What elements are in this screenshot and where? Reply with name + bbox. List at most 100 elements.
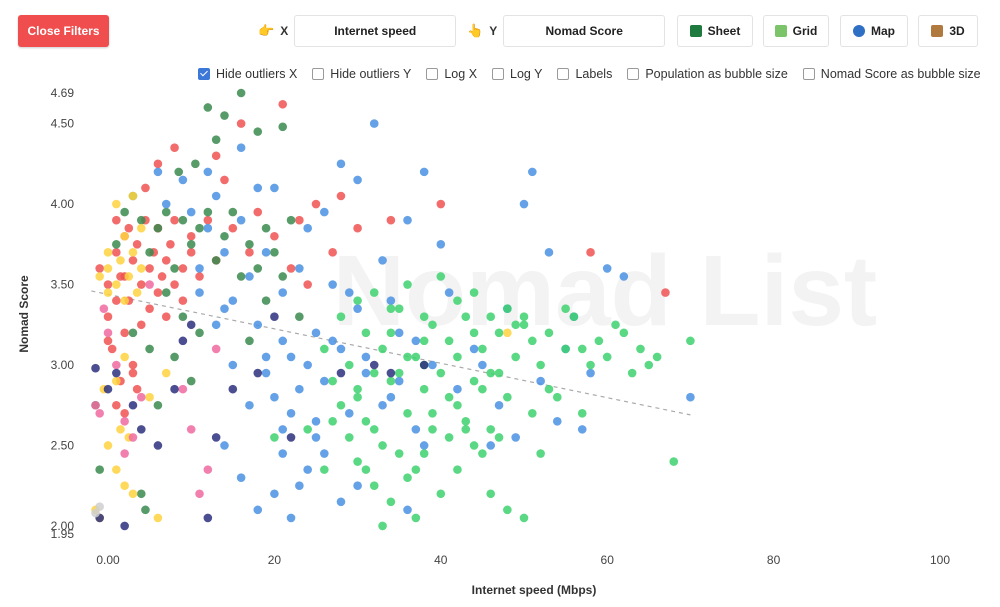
data-point[interactable] bbox=[453, 384, 462, 394]
data-point[interactable] bbox=[278, 272, 288, 281]
data-point[interactable] bbox=[344, 288, 354, 297]
data-point[interactable] bbox=[95, 502, 104, 511]
data-point[interactable] bbox=[153, 159, 163, 169]
data-point[interactable] bbox=[132, 239, 142, 249]
data-point[interactable] bbox=[369, 425, 379, 434]
map-button[interactable]: Map bbox=[840, 15, 908, 47]
data-point[interactable] bbox=[353, 175, 362, 185]
data-point[interactable] bbox=[261, 352, 271, 362]
data-point[interactable] bbox=[270, 312, 279, 322]
data-point[interactable] bbox=[561, 304, 570, 313]
data-point[interactable] bbox=[686, 392, 695, 402]
data-point[interactable] bbox=[186, 376, 196, 386]
data-point[interactable] bbox=[469, 441, 479, 450]
data-point[interactable] bbox=[120, 352, 129, 362]
data-point[interactable] bbox=[253, 183, 263, 193]
toggle-labels[interactable]: Labels bbox=[557, 67, 612, 81]
data-point[interactable] bbox=[419, 336, 429, 346]
data-point[interactable] bbox=[136, 489, 146, 499]
data-point[interactable] bbox=[186, 320, 196, 330]
data-point[interactable] bbox=[378, 344, 387, 354]
data-point[interactable] bbox=[303, 425, 312, 434]
data-point[interactable] bbox=[486, 368, 496, 378]
data-point[interactable] bbox=[386, 296, 396, 305]
data-point[interactable] bbox=[178, 296, 188, 305]
data-point[interactable] bbox=[136, 425, 146, 434]
data-point[interactable] bbox=[186, 239, 196, 249]
data-point[interactable] bbox=[186, 248, 196, 257]
data-point[interactable] bbox=[519, 320, 529, 330]
data-point[interactable] bbox=[428, 425, 437, 434]
data-point[interactable] bbox=[511, 320, 520, 330]
data-point[interactable] bbox=[286, 408, 296, 418]
data-point[interactable] bbox=[145, 280, 154, 289]
data-point[interactable] bbox=[361, 352, 371, 362]
data-point[interactable] bbox=[611, 320, 620, 330]
data-point[interactable] bbox=[91, 363, 100, 373]
data-point[interactable] bbox=[528, 167, 537, 177]
data-point[interactable] bbox=[444, 288, 454, 297]
data-point[interactable] bbox=[128, 400, 138, 410]
data-point[interactable] bbox=[128, 248, 138, 257]
data-point[interactable] bbox=[386, 304, 396, 313]
data-point[interactable] bbox=[361, 328, 371, 338]
data-point[interactable] bbox=[453, 465, 462, 474]
data-point[interactable] bbox=[145, 344, 154, 354]
toggle-population-as-bubble-size[interactable]: Population as bubble size bbox=[627, 67, 788, 81]
data-point[interactable] bbox=[220, 175, 229, 185]
data-point[interactable] bbox=[261, 223, 271, 233]
data-point[interactable] bbox=[112, 368, 121, 378]
data-point[interactable] bbox=[286, 264, 296, 273]
data-point[interactable] bbox=[602, 352, 612, 362]
data-point[interactable] bbox=[436, 272, 446, 281]
data-point[interactable] bbox=[320, 207, 329, 217]
data-point[interactable] bbox=[261, 368, 271, 378]
toggle-nomad-score-as-bubble-size[interactable]: Nomad Score as bubble size bbox=[802, 67, 981, 81]
toggle-hide-outliers-x[interactable]: Hide outliers X bbox=[198, 67, 297, 81]
data-point[interactable] bbox=[428, 320, 437, 330]
data-point[interactable] bbox=[403, 473, 412, 482]
data-point[interactable] bbox=[116, 425, 125, 434]
data-point[interactable] bbox=[403, 505, 412, 515]
checkbox[interactable] bbox=[557, 68, 570, 80]
data-point[interactable] bbox=[311, 199, 321, 209]
data-point[interactable] bbox=[544, 384, 554, 394]
checkbox[interactable] bbox=[492, 68, 505, 80]
data-point[interactable] bbox=[161, 199, 171, 209]
data-point[interactable] bbox=[536, 449, 545, 458]
data-point[interactable] bbox=[511, 352, 520, 362]
data-point[interactable] bbox=[203, 207, 213, 217]
data-point[interactable] bbox=[328, 417, 337, 426]
data-point[interactable] bbox=[636, 344, 645, 354]
data-point[interactable] bbox=[353, 392, 362, 402]
data-point[interactable] bbox=[353, 296, 362, 305]
data-point[interactable] bbox=[220, 111, 229, 120]
data-point[interactable] bbox=[444, 392, 454, 402]
data-point[interactable] bbox=[245, 248, 254, 257]
data-point[interactable] bbox=[436, 489, 446, 499]
data-point[interactable] bbox=[394, 376, 404, 386]
data-point[interactable] bbox=[544, 328, 554, 338]
data-point[interactable] bbox=[336, 368, 346, 378]
data-point[interactable] bbox=[561, 344, 570, 354]
data-point[interactable] bbox=[124, 272, 134, 281]
data-point[interactable] bbox=[444, 336, 454, 346]
data-point[interactable] bbox=[286, 215, 296, 225]
data-point[interactable] bbox=[103, 248, 113, 257]
data-point[interactable] bbox=[478, 360, 487, 370]
data-point[interactable] bbox=[602, 264, 612, 273]
3d-button[interactable]: 3D bbox=[918, 15, 978, 47]
data-point[interactable] bbox=[136, 215, 146, 225]
data-point[interactable] bbox=[386, 376, 396, 386]
checkbox[interactable] bbox=[802, 68, 815, 80]
data-point[interactable] bbox=[311, 328, 321, 338]
data-point[interactable] bbox=[112, 215, 121, 225]
data-point[interactable] bbox=[328, 248, 337, 257]
data-point[interactable] bbox=[170, 264, 179, 273]
data-point[interactable] bbox=[469, 328, 479, 338]
data-point[interactable] bbox=[99, 304, 109, 313]
data-point[interactable] bbox=[178, 215, 188, 225]
checkbox[interactable] bbox=[426, 68, 439, 80]
data-point[interactable] bbox=[236, 119, 246, 128]
data-point[interactable] bbox=[128, 368, 138, 378]
